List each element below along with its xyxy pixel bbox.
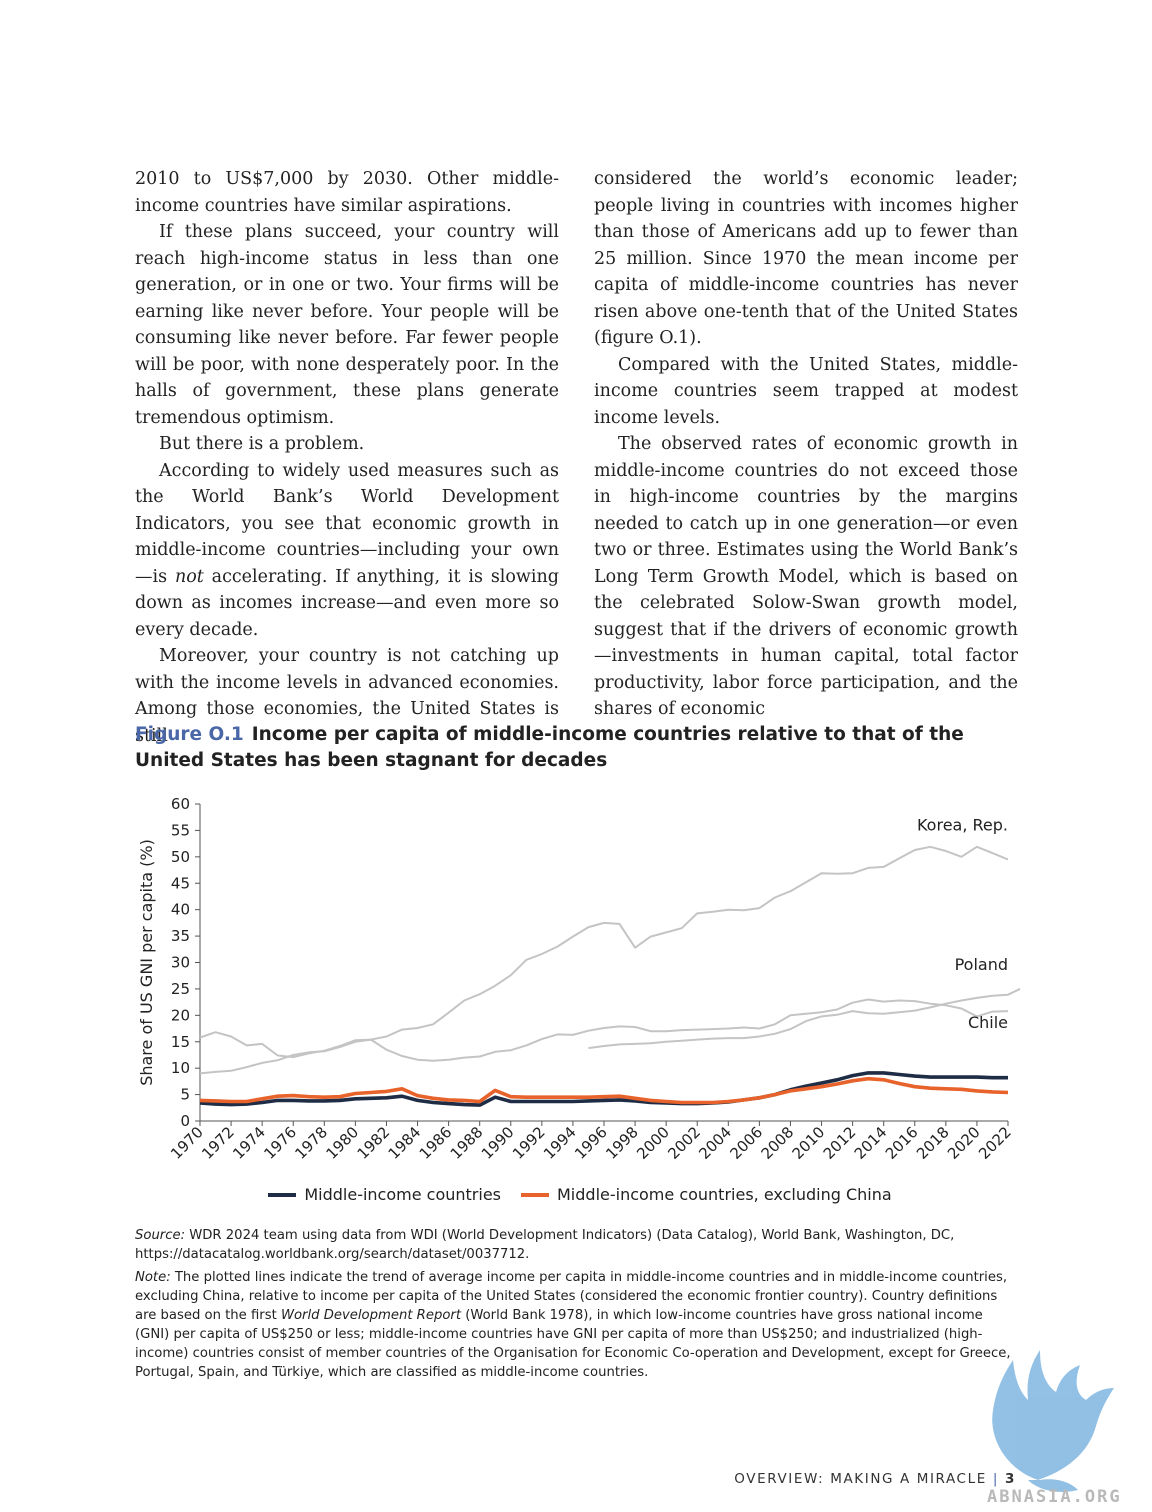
footer-separator: |: [992, 1471, 999, 1487]
y-tick-label: 55: [171, 821, 190, 839]
y-tick-label: 25: [171, 980, 190, 998]
legend-item-middle-income: Middle-income countries: [268, 1185, 501, 1204]
x-tick-label: 1970: [167, 1123, 207, 1163]
watermark-text: ABNASIA.ORG: [987, 1487, 1122, 1507]
y-tick-label: 20: [171, 1006, 190, 1024]
legend-label: Middle-income countries, excluding China: [557, 1185, 892, 1204]
paragraph-text: According to widely used measures such a…: [135, 460, 559, 587]
figure-caption: Income per capita of middle-income count…: [135, 724, 964, 771]
series-line-4: [199, 998, 1009, 1062]
paragraph: But there is a problem.: [159, 434, 365, 454]
x-tick-label: 1990: [478, 1123, 518, 1163]
paragraph: If these plans succeed, your country wil…: [135, 222, 559, 428]
x-tick-label: 2002: [664, 1123, 704, 1163]
x-tick-label: 1984: [385, 1123, 425, 1163]
eagle-logo-icon: [992, 1350, 1114, 1492]
y-tick-label: 60: [171, 795, 190, 813]
paragraph: Compared with the United States, middle-…: [594, 354, 1018, 428]
paragraph-text: accelerating. If anything, it is slowing…: [135, 566, 559, 640]
x-tick-label: 1980: [322, 1123, 362, 1163]
x-tick-label: 1974: [229, 1123, 269, 1163]
paragraph: According to widely used measures such a…: [135, 458, 559, 644]
x-tick-label: 1978: [291, 1123, 331, 1163]
note-text: The plotted lines indicate the trend of …: [135, 1270, 1008, 1323]
note-text: (World Bank 1978), in which low-income c…: [135, 1308, 1011, 1380]
x-tick-label: 1998: [602, 1123, 642, 1163]
paragraph: The observed rates of economic growth in…: [594, 434, 1018, 719]
x-tick-label: 2014: [851, 1123, 891, 1163]
source-text: WDR 2024 team using data from WDI (World…: [135, 1228, 955, 1262]
x-tick-label: 1976: [260, 1123, 300, 1163]
x-tick-label: 2006: [726, 1123, 766, 1163]
x-tick-label: 2010: [789, 1123, 829, 1163]
left-text-column: 2010 to US$7,000 by 2030. Other middle-i…: [135, 166, 559, 749]
series-line-2: [199, 845, 1009, 1075]
source-label: Source:: [135, 1228, 186, 1243]
x-tick-label: 1972: [198, 1123, 238, 1163]
figure-label: Figure O.1: [135, 724, 244, 745]
series-label: Korea, Rep.: [917, 815, 1008, 834]
series-line-3: [588, 987, 1020, 1050]
paragraph: Moreover, your country is not catching u…: [135, 646, 559, 746]
figure-notes: Source: WDR 2024 team using data from WD…: [135, 1226, 1017, 1386]
series-label: Chile: [968, 1013, 1008, 1032]
legend-swatch: [521, 1192, 549, 1197]
right-text-column: considered the world’s economic leader; …: [594, 166, 1018, 723]
x-tick-label: 2000: [633, 1123, 673, 1163]
x-tick-label: 1986: [416, 1123, 456, 1163]
x-tick-label: 2004: [695, 1123, 735, 1163]
source-note: Source: WDR 2024 team using data from WD…: [135, 1226, 1017, 1264]
x-tick-label: 2018: [913, 1123, 953, 1163]
x-tick-label: 2008: [758, 1123, 798, 1163]
y-tick-label: 15: [171, 1033, 190, 1051]
paragraph: considered the world’s economic leader; …: [594, 169, 1018, 348]
line-chart: 0 5 10 15 20 25 30 35 40 45 50 55 60 1970197219741976…: [137, 795, 1020, 1163]
x-tick-label: 1988: [447, 1123, 487, 1163]
paragraph: 2010 to US$7,000 by 2030. Other middle-i…: [135, 169, 559, 216]
legend-item-excluding-china: Middle-income countries, excluding China: [521, 1185, 892, 1204]
x-tick-label: 1996: [571, 1123, 611, 1163]
y-tick-label: 50: [171, 848, 190, 866]
page-number: 3: [1005, 1471, 1016, 1487]
page-footer: OVERVIEW: MAKING A MIRACLE | 3: [734, 1471, 1016, 1487]
y-tick-label: 0: [180, 1112, 190, 1130]
x-tick-label: 2022: [975, 1123, 1015, 1163]
note-label: Note:: [135, 1270, 171, 1285]
series-label: Poland: [955, 955, 1008, 974]
x-tick-label: 1992: [509, 1123, 549, 1163]
y-tick-label: 5: [180, 1086, 190, 1104]
x-tick-label: 2016: [882, 1123, 922, 1163]
legend-label: Middle-income countries: [304, 1185, 501, 1204]
emphasis-text: not: [174, 566, 204, 587]
x-tick-label: 1982: [354, 1123, 394, 1163]
y-tick-label: 30: [171, 954, 190, 972]
legend-swatch: [268, 1192, 297, 1197]
note: Note: The plotted lines indicate the tre…: [135, 1268, 1017, 1382]
figure-title: Figure O.1 Income per capita of middle-in…: [135, 722, 1025, 774]
y-tick-label: 10: [171, 1059, 190, 1077]
x-tick-label: 2012: [820, 1123, 860, 1163]
series-line-0: [199, 1071, 1008, 1107]
y-axis-title: Share of US GNI per capita (%): [137, 839, 156, 1086]
y-tick-label: 40: [171, 901, 190, 919]
y-tick-label: 45: [171, 874, 190, 892]
x-tick-label: 2020: [944, 1123, 984, 1163]
note-italic-title: World Development Report: [280, 1308, 461, 1323]
x-tick-label: 1994: [540, 1123, 580, 1163]
chart-legend: Middle-income countries Middle-income co…: [135, 1185, 1025, 1204]
y-tick-label: 35: [171, 927, 190, 945]
series-line-1: [199, 1076, 1009, 1105]
running-footer-section: OVERVIEW: MAKING A MIRACLE: [734, 1471, 987, 1487]
